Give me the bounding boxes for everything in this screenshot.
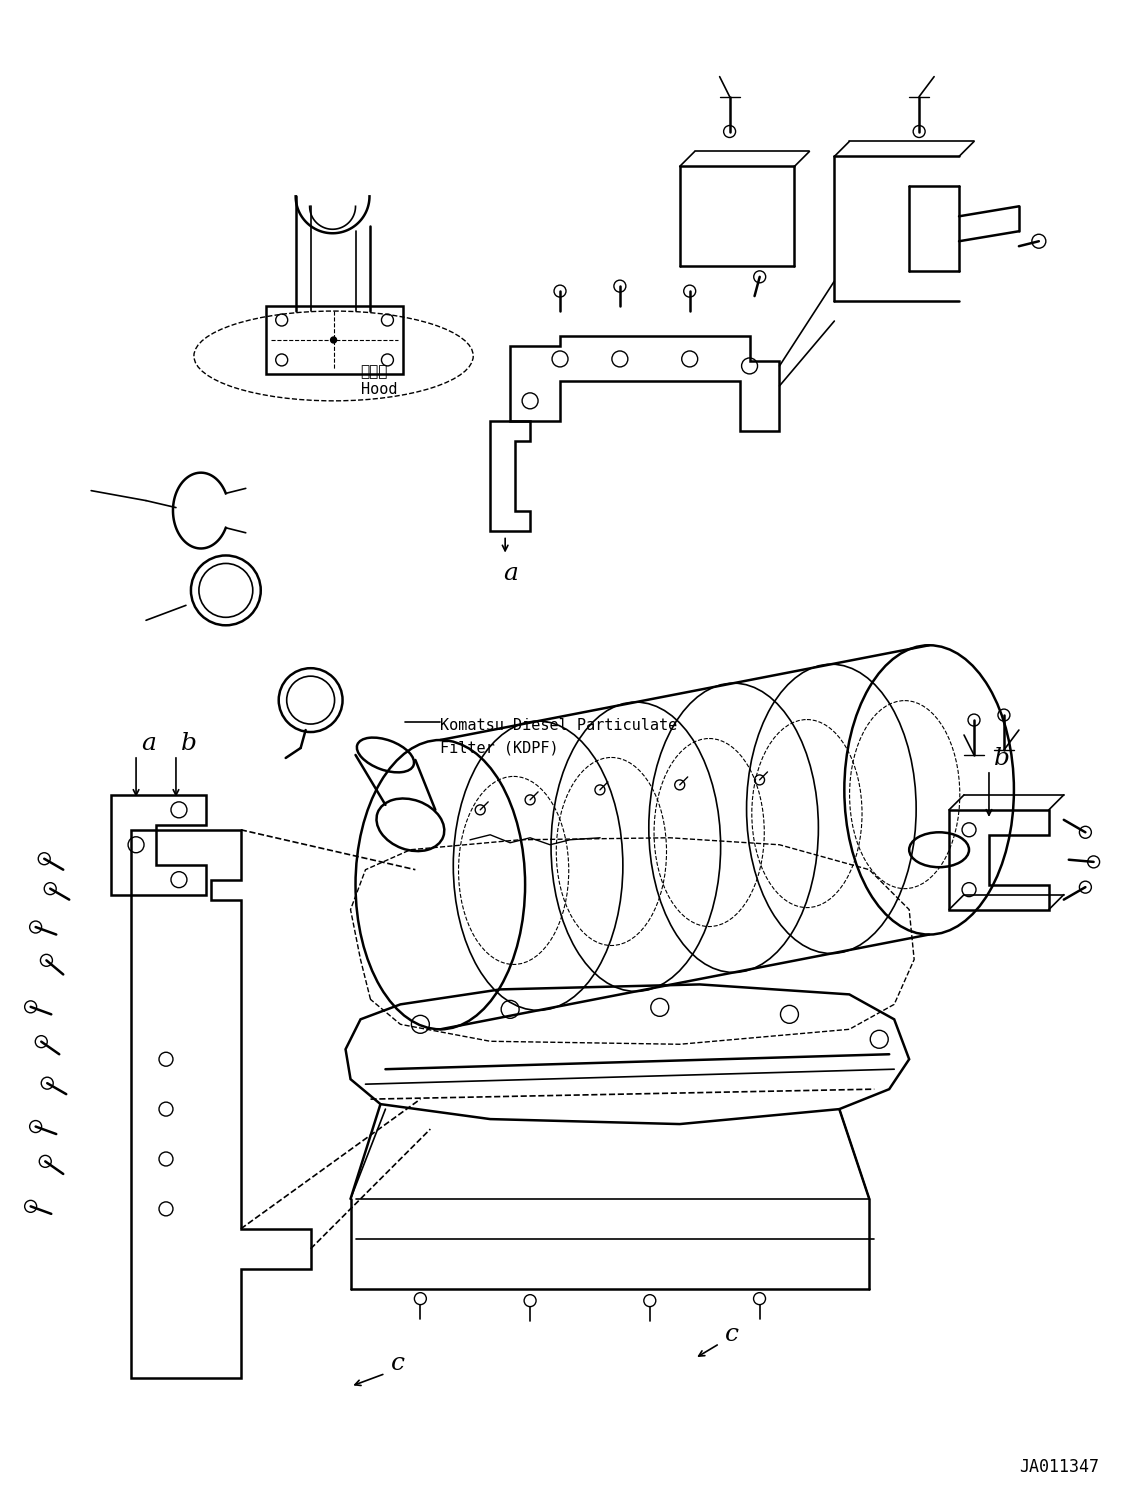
Text: Hood: Hood (361, 382, 398, 397)
Text: Komatsu Diesel Particulate
Filter (KDPF): Komatsu Diesel Particulate Filter (KDPF) (441, 719, 678, 756)
Text: c: c (391, 1352, 404, 1376)
Text: フード: フード (361, 364, 388, 379)
Text: b: b (994, 747, 1010, 769)
Text: c: c (724, 1323, 738, 1345)
Text: JA011347: JA011347 (1018, 1458, 1099, 1476)
Text: b: b (181, 732, 197, 754)
Text: a: a (141, 732, 156, 754)
Circle shape (330, 337, 336, 343)
Text: a: a (502, 562, 517, 586)
Bar (265, 306, 403, 374)
